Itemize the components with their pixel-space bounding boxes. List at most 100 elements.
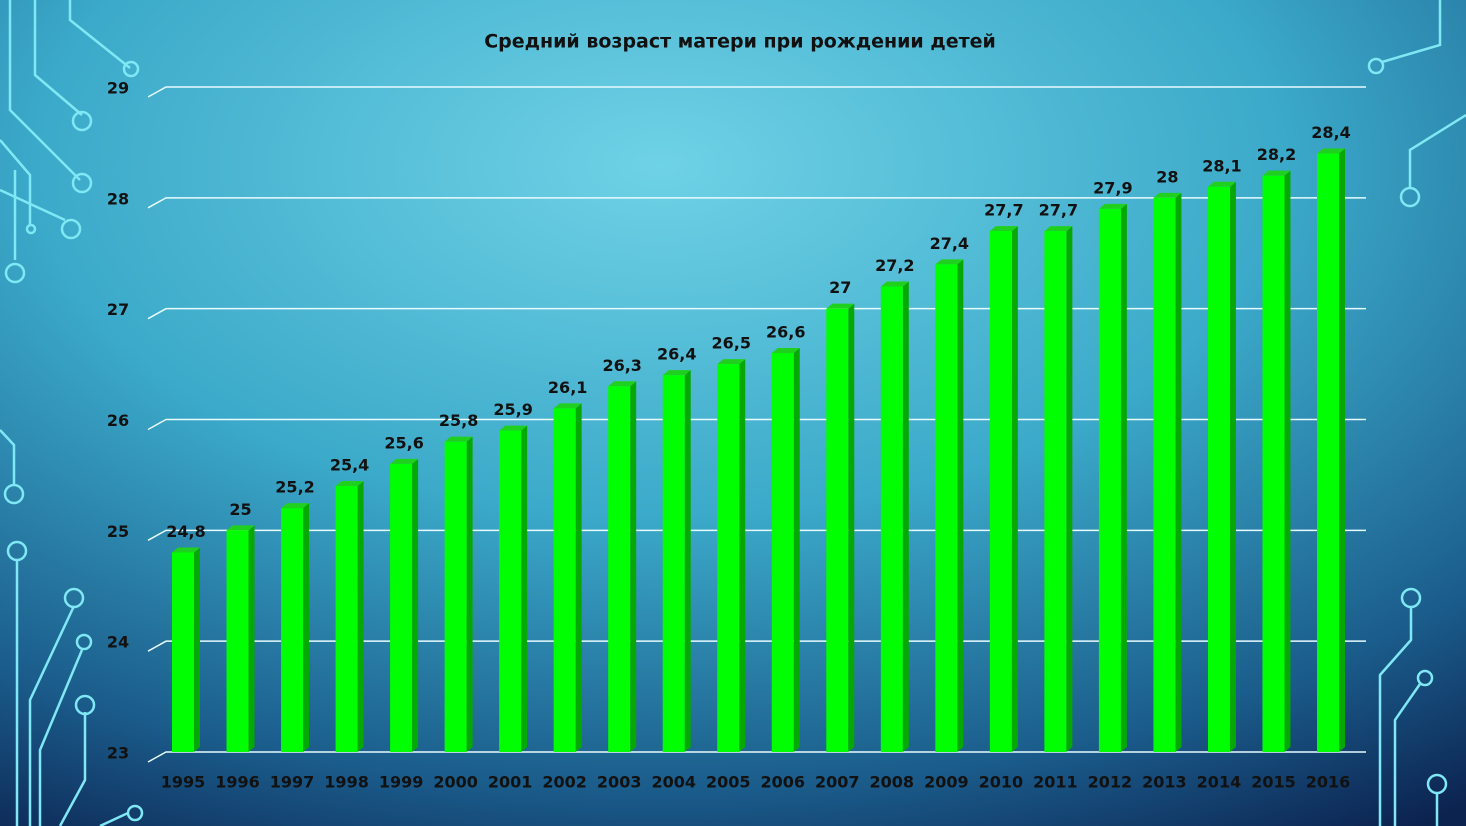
value-label: 27,7 <box>984 201 1023 220</box>
y-tick-label: 23 <box>107 744 129 763</box>
bar <box>1098 208 1121 752</box>
bar-top <box>826 303 855 309</box>
bar <box>444 441 467 752</box>
value-label: 26,5 <box>711 334 750 353</box>
bar <box>771 353 794 752</box>
bar <box>1262 175 1285 752</box>
value-label: 26,4 <box>657 345 696 364</box>
value-label: 27,2 <box>875 256 914 275</box>
bar-top <box>1044 226 1073 232</box>
bar-side <box>575 403 582 752</box>
x-tick-label: 2015 <box>1251 773 1296 792</box>
bar <box>281 508 304 752</box>
bar-top <box>335 481 364 486</box>
x-tick-label: 1997 <box>270 773 315 792</box>
value-label: 25,4 <box>330 456 369 475</box>
x-tick-label: 2005 <box>706 773 751 792</box>
bar <box>1153 197 1176 753</box>
value-label: 28 <box>1156 167 1178 186</box>
bar-side <box>1120 203 1127 752</box>
bar-side <box>1284 170 1291 752</box>
bar-top <box>717 359 746 365</box>
bar-side <box>357 481 364 752</box>
bar-top <box>499 425 528 431</box>
bar <box>335 486 358 752</box>
value-label: 26,1 <box>548 378 587 397</box>
x-tick-label: 2013 <box>1142 773 1187 792</box>
value-label: 27,7 <box>1039 201 1078 220</box>
bar-top <box>1317 148 1345 154</box>
bar-side <box>466 436 473 752</box>
grid-line <box>147 307 1366 320</box>
bar-top <box>880 281 909 287</box>
bar <box>989 231 1012 753</box>
bar-top <box>226 525 255 531</box>
x-tick-label: 2007 <box>815 773 860 792</box>
bar-side <box>902 281 909 752</box>
chart-title: Средний возраст матери при рождении дете… <box>484 31 996 53</box>
value-label: 25,9 <box>493 400 532 419</box>
bar-side <box>1229 181 1236 752</box>
bar <box>172 552 194 752</box>
value-label: 25,6 <box>384 433 423 452</box>
bar-side <box>1175 192 1182 753</box>
y-tick-label: 26 <box>107 411 129 430</box>
bar-top <box>1153 192 1182 198</box>
x-tick-label: 2014 <box>1197 773 1242 792</box>
bar-top <box>444 436 473 442</box>
bar <box>935 264 958 752</box>
bar-side <box>303 503 310 752</box>
bar-side <box>1011 226 1018 753</box>
bar-top <box>989 226 1018 232</box>
value-label: 28,1 <box>1202 156 1241 175</box>
bar-top <box>1207 181 1236 187</box>
y-tick-label: 25 <box>107 522 129 541</box>
bar-top <box>662 370 691 376</box>
bar-side <box>1339 148 1345 752</box>
x-tick-label: 1996 <box>215 773 260 792</box>
value-label: 24,8 <box>166 522 205 541</box>
bar-side <box>684 370 691 752</box>
bar <box>608 386 631 752</box>
grid-line <box>147 529 1366 541</box>
bar-side <box>1066 226 1073 753</box>
x-tick-label: 2000 <box>433 773 478 792</box>
x-tick-label: 2002 <box>542 773 587 792</box>
bar-top <box>1098 203 1127 209</box>
bar-top <box>281 503 310 509</box>
grid-line <box>147 86 1366 98</box>
x-tick-label: 2016 <box>1306 773 1351 792</box>
x-tick-label: 2001 <box>488 773 533 792</box>
value-label: 28,4 <box>1311 123 1350 142</box>
grid-line <box>147 197 1366 209</box>
y-tick-label: 27 <box>107 300 129 319</box>
bar <box>226 530 249 752</box>
bar-side <box>957 259 964 752</box>
bar-top <box>390 458 419 464</box>
bar-side <box>793 348 800 752</box>
x-tick-label: 2011 <box>1033 773 1078 792</box>
x-tick-label: 2006 <box>760 773 805 792</box>
bar-top <box>771 348 800 353</box>
grid-line <box>147 418 1366 431</box>
bar-side <box>248 525 255 752</box>
value-label: 27,9 <box>1093 178 1132 197</box>
x-tick-label: 1999 <box>379 773 424 792</box>
bar-side <box>739 359 746 752</box>
x-tick-label: 1998 <box>324 773 369 792</box>
y-tick-label: 24 <box>107 633 129 652</box>
value-label: 27 <box>829 278 851 297</box>
bar-side <box>194 547 200 752</box>
x-tick-label: 2003 <box>597 773 642 792</box>
x-tick-label: 1995 <box>161 773 206 792</box>
bar <box>553 408 576 752</box>
bar-side <box>848 303 855 752</box>
bar-side <box>412 458 419 752</box>
bar-top <box>553 403 582 409</box>
bar <box>662 375 685 752</box>
bar <box>499 430 522 752</box>
bar <box>390 463 413 752</box>
